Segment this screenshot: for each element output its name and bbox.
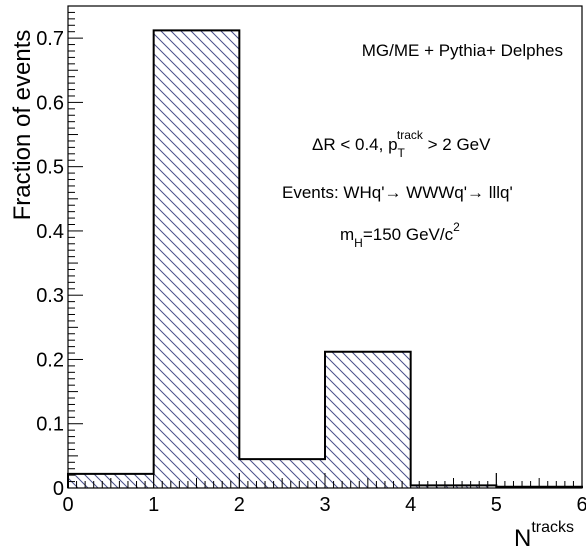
mass-label-sup: 2 xyxy=(453,220,460,234)
x-axis-title-main: N xyxy=(514,525,531,548)
x-tick-label-0: 0 xyxy=(62,494,73,516)
histogram-bar-3 xyxy=(325,351,411,488)
histogram-bars xyxy=(67,29,583,489)
mass-label-m: m xyxy=(340,225,354,244)
y-tick-label-0: 0 xyxy=(53,478,64,500)
y-tick-label-0.3: 0.3 xyxy=(36,285,64,307)
events-label: Events: WHq'→ WWWq'→ lllq' xyxy=(282,183,513,202)
tick-labels: 0 1 2 3 4 5 6 0 0.1 0.2 0.3 0.4 0.5 0.6 0.7 xyxy=(36,28,586,516)
x-tick-label-5: 5 xyxy=(491,494,502,516)
y-tick-label-0.1: 0.1 xyxy=(36,414,64,436)
histogram-bar-1 xyxy=(153,30,240,489)
x-axis-title-sup: tracks xyxy=(531,519,574,536)
y-tick-label-0.7: 0.7 xyxy=(36,28,64,50)
x-tick-label-3: 3 xyxy=(319,494,330,516)
y-tick-label-0.5: 0.5 xyxy=(36,157,64,179)
cut-label-part2: > 2 GeV xyxy=(423,135,491,154)
generator-label: MG/ME + Pythia+ Delphes xyxy=(362,41,563,60)
cut-label-sub: T xyxy=(398,146,406,160)
cut-label: ΔR < 0.4, pTtrack > 2 GeV xyxy=(312,128,491,160)
mass-label-sub: H xyxy=(354,236,363,250)
x-axis-title: Ntracks xyxy=(514,519,574,548)
histogram-outline xyxy=(67,29,583,488)
x-tick-label-2: 2 xyxy=(234,494,245,516)
mass-label-value: =150 GeV/c xyxy=(363,225,454,244)
y-tick-label-0.4: 0.4 xyxy=(36,221,64,243)
axes xyxy=(67,5,583,489)
cut-label-part1: ΔR < 0.4, p xyxy=(312,135,398,154)
cut-label-sup: track xyxy=(397,128,424,142)
x-tick-label-1: 1 xyxy=(148,494,159,516)
x-tick-label-4: 4 xyxy=(405,494,416,516)
mass-label: mH=150 GeV/c2 xyxy=(340,220,460,250)
y-axis-title: Fraction of events xyxy=(9,30,36,221)
y-tick-label-0.2: 0.2 xyxy=(36,349,64,371)
y-tick-label-0.6: 0.6 xyxy=(36,92,64,114)
x-tick-label-6: 6 xyxy=(576,494,586,516)
